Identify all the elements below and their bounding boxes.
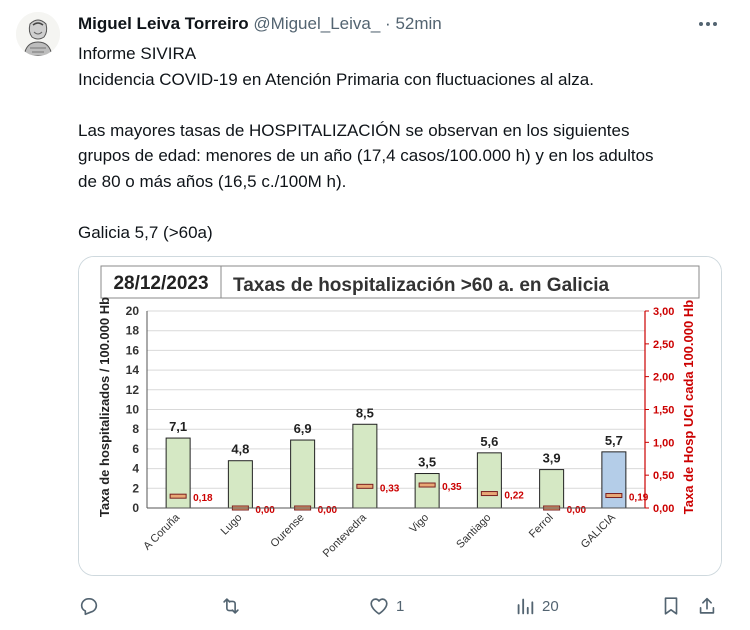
bar-value-label: 6,9 xyxy=(294,421,312,436)
bar-value-label: 5,7 xyxy=(605,433,623,448)
chart-title: Taxas de hospitalización >60 a. en Galic… xyxy=(233,275,610,296)
avatar-portrait-icon xyxy=(16,12,60,56)
y2-axis-label: Taxa de Hosp UCI cada 100.000 Hb xyxy=(681,300,696,514)
y-tick-label: 10 xyxy=(126,403,140,417)
uci-value-label: 0,00 xyxy=(567,505,587,516)
views-icon xyxy=(517,598,534,615)
y2-tick-label: 1,50 xyxy=(653,405,674,417)
chart-date: 28/12/2023 xyxy=(113,273,208,294)
bar xyxy=(476,452,502,509)
uci-value-label: 0,33 xyxy=(380,483,400,494)
heart-icon xyxy=(370,598,388,615)
author-name[interactable]: Miguel Leiva Torreiro xyxy=(78,14,249,33)
tweet-line: Galicia 5,7 (>60a) xyxy=(78,222,213,242)
y2-tick-label: 3,00 xyxy=(653,306,674,318)
bar-value-label: 3,5 xyxy=(418,455,436,470)
y-tick-label: 2 xyxy=(132,481,139,495)
reply-button[interactable] xyxy=(78,594,100,618)
y2-tick-label: 2,50 xyxy=(653,339,674,351)
uci-value-label: 0,22 xyxy=(504,491,524,502)
uci-value-label: 0,00 xyxy=(255,505,275,516)
y-axis-label: Taxa de hospitalizados / 100.000 Hb xyxy=(97,297,112,517)
date-frame xyxy=(100,265,222,299)
tweet-actions: 1 20 xyxy=(0,594,750,618)
uci-value-label: 0,19 xyxy=(629,493,649,504)
y-tick-label: 16 xyxy=(126,343,140,357)
bar-value-label: 8,5 xyxy=(356,405,374,420)
y2-tick-label: 2,00 xyxy=(653,372,674,384)
bar-value-label: 4,8 xyxy=(231,442,249,457)
bar-value-label: 5,6 xyxy=(480,434,498,449)
like-button[interactable]: 1 xyxy=(368,594,404,618)
like-count: 1 xyxy=(396,597,405,615)
uci-value-label: 0,00 xyxy=(318,505,338,516)
bar xyxy=(539,469,565,509)
author-handle[interactable]: @Miguel_Leiva_ xyxy=(253,14,381,33)
timestamp[interactable]: 52min xyxy=(395,14,442,33)
uci-value-label: 0,35 xyxy=(442,482,462,493)
tweet-media[interactable]: 28/12/2023 Taxas de hospitalización >60 … xyxy=(78,256,722,576)
more-options-button[interactable] xyxy=(696,12,720,36)
tweet-line xyxy=(78,92,718,118)
y2-tick-label: 0,50 xyxy=(653,470,674,482)
avatar[interactable] xyxy=(16,12,60,56)
uci-marker xyxy=(480,491,498,497)
bar-value-label: 3,9 xyxy=(543,451,561,466)
bookmark-button[interactable] xyxy=(660,594,682,618)
tweet-line: Incidencia COVID-19 en Atención Primaria… xyxy=(78,69,594,89)
bar xyxy=(414,473,440,509)
y-tick-label: 8 xyxy=(132,422,139,436)
retweet-button[interactable] xyxy=(220,594,242,618)
tweet-header: Miguel Leiva Torreiro @Miguel_Leiva_ · 5… xyxy=(78,14,442,34)
y-tick-label: 4 xyxy=(132,462,139,476)
bar xyxy=(601,451,627,509)
retweet-icon xyxy=(223,598,239,614)
y-tick-label: 18 xyxy=(126,324,140,338)
bar xyxy=(227,460,253,509)
tweet-line: Las mayores tasas de HOSPITALIZACIÓN se … xyxy=(78,120,630,140)
uci-marker xyxy=(169,493,187,499)
uci-value-label: 0,18 xyxy=(193,493,213,504)
reply-icon xyxy=(80,598,98,616)
tweet-line: de 80 o más años (16,5 c./100M h). xyxy=(78,171,347,191)
share-icon xyxy=(699,597,715,614)
more-icon xyxy=(699,22,717,26)
bar xyxy=(290,439,316,509)
bookmark-icon xyxy=(664,597,678,615)
uci-marker xyxy=(356,483,374,489)
y-tick-label: 20 xyxy=(126,304,140,318)
tweet-line: grupos de edad: menores de un año (17,4 … xyxy=(78,146,654,165)
bar xyxy=(352,423,378,509)
tweet-text: Informe SIVIRA Incidencia COVID-19 en At… xyxy=(78,41,718,245)
hospitalization-chart: 28/12/2023 Taxas de hospitalización >60 … xyxy=(79,257,721,575)
tweet-line: Informe SIVIRA xyxy=(78,44,197,63)
views-count: 20 xyxy=(542,597,559,615)
views-button[interactable]: 20 xyxy=(514,594,559,618)
separator-dot: · xyxy=(385,14,391,33)
y-tick-label: 14 xyxy=(126,363,140,377)
tweet-line xyxy=(78,194,718,220)
uci-marker xyxy=(605,493,623,499)
y-tick-label: 6 xyxy=(132,442,139,456)
y2-tick-label: 1,00 xyxy=(653,437,674,449)
y-tick-label: 12 xyxy=(126,383,140,397)
bar-value-label: 7,1 xyxy=(169,419,187,434)
uci-marker xyxy=(418,482,436,488)
y-tick-label: 0 xyxy=(132,501,139,515)
y2-tick-label: 0,00 xyxy=(653,503,674,515)
share-button[interactable] xyxy=(696,594,718,618)
